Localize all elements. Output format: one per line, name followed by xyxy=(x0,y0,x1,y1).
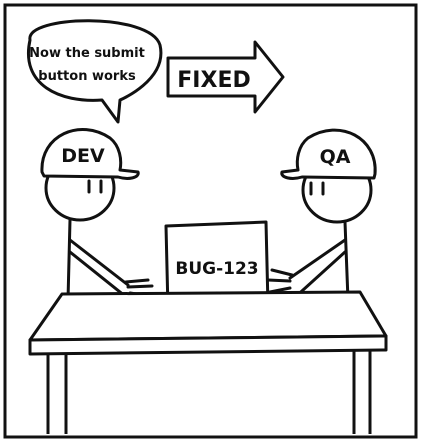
qa-hand xyxy=(266,268,294,304)
laptop-label: BUG-123 xyxy=(175,259,258,279)
dev-arm-upper xyxy=(68,238,130,287)
speech-bubble: Now the submit button works xyxy=(27,19,163,124)
table-edge xyxy=(28,334,388,356)
qa-cap xyxy=(280,128,377,180)
speech-bubble-line-2: button works xyxy=(38,69,136,84)
dev-character xyxy=(40,128,154,306)
qa-arm-upper xyxy=(288,238,347,280)
dev-cap xyxy=(40,128,140,180)
table-top xyxy=(28,290,388,342)
dev-body xyxy=(66,218,72,302)
qa-cap-label: QA xyxy=(320,146,351,168)
dev-arm-lower xyxy=(68,250,132,302)
qa-character xyxy=(266,128,377,304)
fixed-arrow-label: FIXED xyxy=(177,68,250,93)
dev-hand xyxy=(124,278,154,306)
table xyxy=(28,290,388,434)
speech-bubble-line-1: Now the submit xyxy=(29,46,145,61)
qa-body xyxy=(343,220,350,302)
dev-cap-label: DEV xyxy=(61,145,105,167)
fixed-arrow: FIXED xyxy=(166,40,285,114)
